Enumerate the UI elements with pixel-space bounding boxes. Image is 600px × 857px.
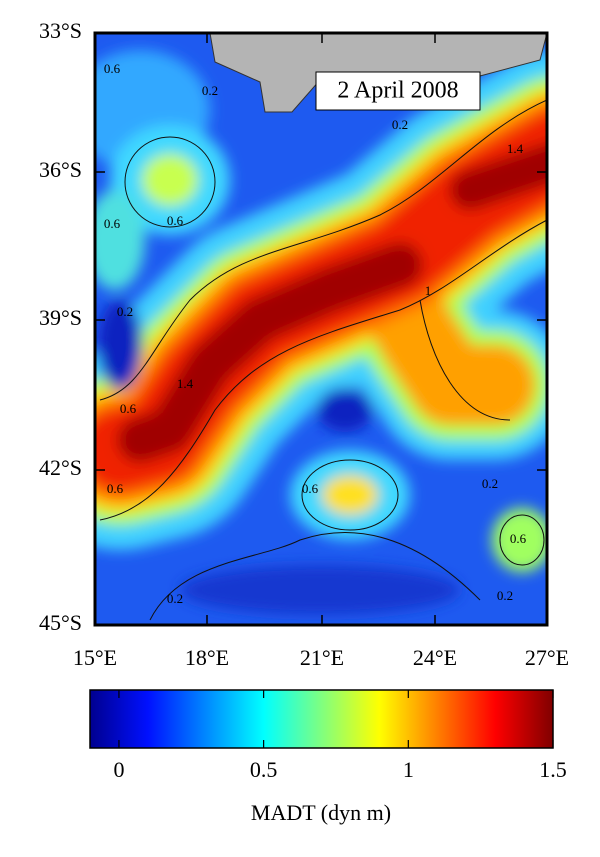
contour-label: 0.6 xyxy=(302,481,319,496)
map-frame xyxy=(93,31,549,627)
lat-label: 42°S xyxy=(39,455,82,480)
contour-label: 0.6 xyxy=(120,401,137,416)
lat-label: 33°S xyxy=(39,18,82,43)
contour-label: 0.6 xyxy=(510,531,527,546)
colorbar-tick-label: 1 xyxy=(403,757,414,782)
contours xyxy=(99,99,547,621)
colorbar-label: MADT (dyn m) xyxy=(251,800,391,825)
contour-label: 0.2 xyxy=(202,83,218,98)
contour-label: 0.6 xyxy=(167,213,184,228)
field-shapes xyxy=(95,50,547,615)
date-label: 2 April 2008 xyxy=(337,78,458,104)
contour-label: 0.6 xyxy=(104,216,121,231)
colorbar-tick-label: 0 xyxy=(113,757,124,782)
lat-label: 39°S xyxy=(39,305,82,330)
lon-label: 27°E xyxy=(525,645,569,670)
contour-label: 0.2 xyxy=(482,476,498,491)
lat-label: 45°S xyxy=(39,610,82,635)
contour-label: 0.6 xyxy=(107,481,124,496)
contour-label: 1.4 xyxy=(507,141,524,156)
lon-label: 18°E xyxy=(185,645,229,670)
contour-label: 0.2 xyxy=(392,117,408,132)
contour-label: 0.6 xyxy=(104,61,121,76)
colorbar-tick-label: 1.5 xyxy=(539,757,567,782)
lat-label: 36°S xyxy=(39,157,82,182)
contour-label: 1.4 xyxy=(177,376,194,391)
lon-label: 24°E xyxy=(413,645,457,670)
contour-label: 0.2 xyxy=(167,591,183,606)
contour-label: 1 xyxy=(425,283,432,298)
lon-label: 21°E xyxy=(300,645,344,670)
lon-label: 15°E xyxy=(73,645,117,670)
colorbar-tick-label: 0.5 xyxy=(250,757,278,782)
field xyxy=(95,33,547,625)
date-box xyxy=(315,71,481,111)
contour-label: 0.2 xyxy=(117,304,133,319)
contour-label: 0.2 xyxy=(497,588,513,603)
colorbar xyxy=(89,689,554,749)
